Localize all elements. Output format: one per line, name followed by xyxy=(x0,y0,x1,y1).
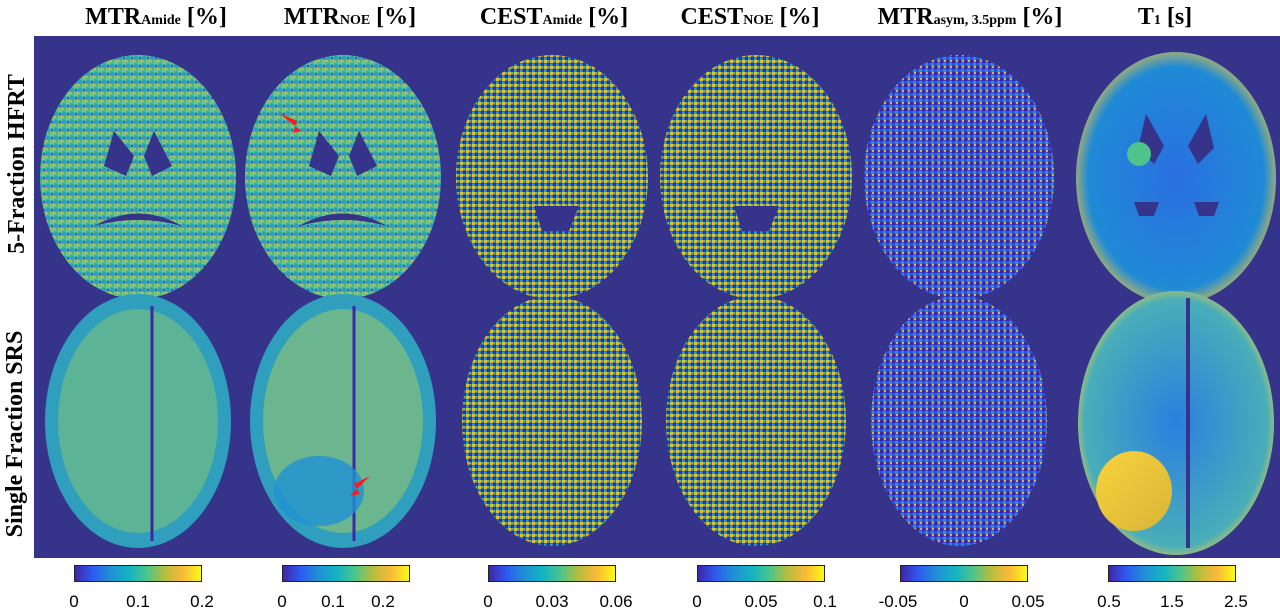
colorbar-5 xyxy=(900,565,1028,582)
row1-brains xyxy=(40,52,1276,304)
tick-label: 0.05 xyxy=(744,592,778,611)
colorbar-6 xyxy=(1108,565,1236,582)
tick-label: 0 xyxy=(483,592,493,611)
tick-label: 0.06 xyxy=(599,592,633,611)
title-sub: asym, 3.5ppm xyxy=(933,13,1017,28)
row-label-5-fraction-hfrt: 5-Fraction HFRT xyxy=(4,74,30,254)
tick-label: 0.5 xyxy=(1097,592,1121,611)
title-main: T xyxy=(1137,4,1154,30)
colorbar-2 xyxy=(282,565,410,582)
title-unit: [%] xyxy=(1022,4,1063,30)
title-unit: [s] xyxy=(1166,4,1193,30)
image-panel xyxy=(34,36,1280,558)
title-main: MTR xyxy=(877,4,934,30)
tick-label: 0 xyxy=(959,592,969,611)
title-sub: NOE xyxy=(339,13,371,28)
tick-label: 0.2 xyxy=(190,592,214,611)
tick-label: -0.05 xyxy=(878,592,918,611)
tick-label: 0 xyxy=(69,592,79,611)
tick-label: 0.1 xyxy=(321,592,345,611)
title-unit: [%] xyxy=(186,4,227,30)
title-main: CEST xyxy=(680,4,744,30)
col-title-mtr-amide: MTRAmide [%] xyxy=(56,4,256,36)
title-sub: Amide xyxy=(141,13,181,28)
colorbar-3 xyxy=(488,565,616,582)
title-main: MTR xyxy=(283,4,340,30)
col-title-cest-noe: CESTNOE [%] xyxy=(650,4,850,36)
tick-label: 0 xyxy=(692,592,702,611)
title-main: CEST xyxy=(479,4,543,30)
colorbar-4 xyxy=(697,565,825,582)
col-title-mtr-asym: MTRasym, 3.5ppm [%] xyxy=(855,4,1085,36)
title-unit: [%] xyxy=(588,4,629,30)
colorbar-1 xyxy=(74,565,202,582)
title-sub: Amide xyxy=(542,13,583,28)
tick-label: 1.5 xyxy=(1160,592,1184,611)
tick-label: 0 xyxy=(277,592,287,611)
tick-label: 2.5 xyxy=(1224,592,1248,611)
tick-label: 0.2 xyxy=(371,592,395,611)
title-sub: NOE xyxy=(743,13,774,28)
tick-label: 0.05 xyxy=(1011,592,1045,611)
title-main: MTR xyxy=(85,4,142,30)
tick-label: 0.1 xyxy=(813,592,837,611)
title-unit: [%] xyxy=(376,4,417,30)
brain-maps xyxy=(40,52,1276,555)
col-title-cest-amide: CESTAmide [%] xyxy=(454,4,654,36)
title-unit: [%] xyxy=(779,4,820,30)
arrow-icon-hfrt xyxy=(279,113,301,133)
row2-brains xyxy=(45,291,1274,555)
tick-label: 0.1 xyxy=(126,592,150,611)
col-title-t1: T1 [s] xyxy=(1080,4,1250,36)
col-title-mtr-noe: MTRNOE [%] xyxy=(250,4,450,36)
arrow-icon-srs xyxy=(350,476,370,496)
tick-label: 0.03 xyxy=(535,592,569,611)
title-sub: 1 xyxy=(1153,13,1161,28)
row-label-single-fraction-srs: Single Fraction SRS xyxy=(2,330,28,538)
